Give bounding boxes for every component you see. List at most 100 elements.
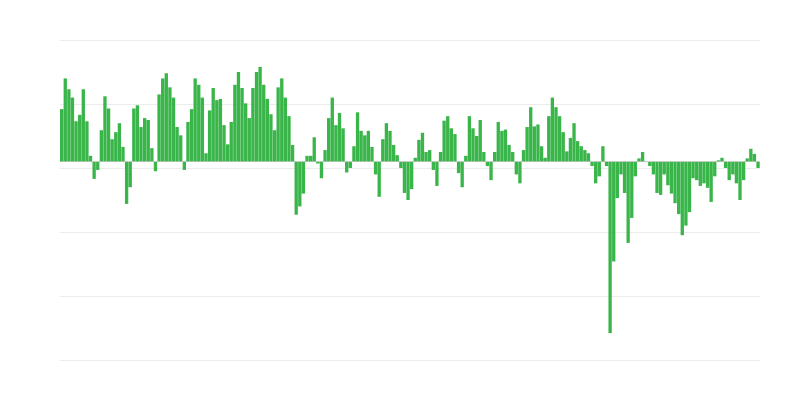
bar-83 <box>359 130 363 162</box>
bar-72 <box>319 161 324 179</box>
bar-122 <box>500 130 504 162</box>
bar-56 <box>262 84 266 162</box>
bar-101 <box>424 152 428 162</box>
bar-71 <box>316 161 320 164</box>
bar-149 <box>597 161 601 177</box>
bar-76 <box>334 125 338 162</box>
bar-17 <box>121 146 125 162</box>
bar-166 <box>658 161 663 195</box>
bar-34 <box>182 161 186 170</box>
bar-85 <box>366 130 371 162</box>
bar-59 <box>272 130 277 162</box>
bar-31 <box>171 97 176 162</box>
bar-170 <box>673 161 677 204</box>
bar-39 <box>200 97 205 162</box>
bar-4 <box>74 121 78 162</box>
bar-23 <box>142 118 147 162</box>
bar-113 <box>467 116 472 162</box>
bar-50 <box>240 88 244 162</box>
bar-104 <box>435 161 439 186</box>
bar-95 <box>402 161 407 193</box>
bar-180 <box>709 161 713 202</box>
bar-49 <box>236 72 241 162</box>
bar-112 <box>464 155 468 162</box>
bar-168 <box>666 161 670 186</box>
bar-47 <box>229 121 233 162</box>
bar-38 <box>197 84 201 162</box>
bar-182 <box>716 160 721 162</box>
bar-42 <box>211 88 215 162</box>
bar-139 <box>561 132 565 162</box>
bar-145 <box>583 150 587 162</box>
bar-124 <box>507 144 511 162</box>
bar-183 <box>720 157 724 162</box>
bar-79 <box>345 161 349 173</box>
bar-125 <box>511 152 515 162</box>
bar-94 <box>399 161 403 168</box>
bar-158 <box>630 161 634 218</box>
bar-37 <box>193 78 197 162</box>
bar-160 <box>637 158 641 162</box>
bar-128 <box>521 150 526 162</box>
bar-178 <box>702 161 706 184</box>
bar-75 <box>330 97 334 162</box>
bar-97 <box>410 161 414 190</box>
bar-67 <box>301 161 306 194</box>
bar-155 <box>619 161 623 175</box>
bar-92 <box>391 144 396 162</box>
bar-136 <box>550 97 555 162</box>
bar-45 <box>222 125 226 162</box>
bar-172 <box>680 161 684 236</box>
bar-46 <box>225 144 230 162</box>
bar-91 <box>388 130 392 162</box>
bar-148 <box>594 161 598 184</box>
bar-119 <box>489 161 493 181</box>
bar-52 <box>247 118 251 162</box>
bar-26 <box>153 161 158 172</box>
bar-74 <box>327 118 331 162</box>
bar-190 <box>745 158 749 162</box>
bar-21 <box>135 105 140 162</box>
bar-108 <box>449 128 454 162</box>
bar-159 <box>633 161 638 177</box>
bar-165 <box>655 161 659 193</box>
bar-36 <box>189 109 194 162</box>
bar-102 <box>428 150 432 162</box>
bar-173 <box>684 161 688 226</box>
bar-7 <box>85 121 89 162</box>
bar-105 <box>438 152 443 162</box>
bar-28 <box>161 78 165 162</box>
bar-53 <box>251 88 255 162</box>
bar-144 <box>579 146 583 162</box>
bars <box>60 66 760 334</box>
bar-43 <box>215 100 219 162</box>
bar-185 <box>727 161 731 181</box>
bar-186 <box>731 161 735 175</box>
bar-81 <box>352 146 356 162</box>
bar-5 <box>78 114 82 162</box>
bar-87 <box>373 161 378 175</box>
bar-66 <box>298 161 302 207</box>
bar-84 <box>363 135 367 162</box>
bar-20 <box>132 108 136 162</box>
bar-19 <box>128 161 132 188</box>
bar-157 <box>626 161 630 243</box>
bar-146 <box>586 153 591 162</box>
bar-143 <box>575 141 580 162</box>
bar-154 <box>615 161 619 199</box>
bar-98 <box>413 157 417 162</box>
bar-1 <box>63 78 67 162</box>
bar-54 <box>254 72 259 162</box>
bar-161 <box>640 152 645 162</box>
bar-181 <box>713 161 717 177</box>
bar-115 <box>474 136 479 162</box>
bar-80 <box>348 161 352 168</box>
bar-134 <box>543 157 547 162</box>
bar-78 <box>341 128 345 162</box>
bar-126 <box>514 161 518 175</box>
bar-10 <box>96 161 100 170</box>
bar-6 <box>81 89 85 162</box>
bar-131 <box>532 126 536 162</box>
bar-121 <box>496 121 500 162</box>
bar-137 <box>554 107 558 162</box>
